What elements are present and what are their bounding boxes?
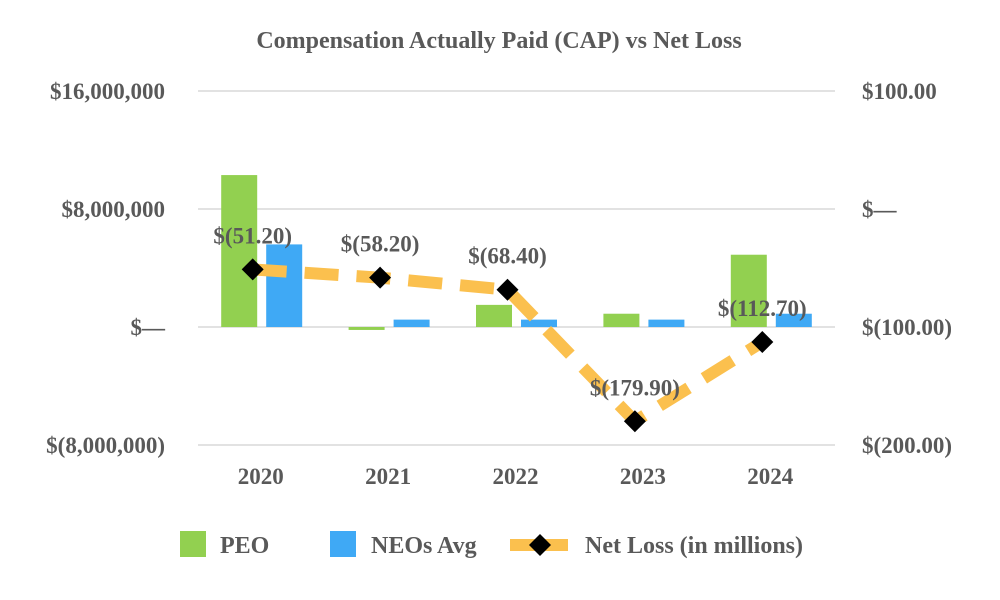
bar-neos-avg-2024	[775, 313, 812, 327]
net-loss-data-label: $(112.70)	[718, 296, 807, 321]
x-axis: 2020 2021 2022 2023 2024	[238, 464, 794, 489]
x-tick-label: 2020	[238, 464, 284, 489]
gridlines	[198, 90, 835, 446]
bar-neos-avg-2021	[393, 319, 430, 327]
legend-marker-net-loss-in-millions-	[529, 534, 551, 556]
legend-label-net-loss-in-millions-: Net Loss (in millions)	[585, 533, 803, 559]
x-tick-label: 2022	[493, 464, 539, 489]
bar-peo-2022	[476, 304, 512, 327]
net-loss-data-label: $(179.90)	[590, 375, 680, 400]
y-tick-label-right: $—	[862, 197, 898, 222]
net-loss-marker-2023	[623, 410, 646, 433]
y-tick-label-left: $16,000,000	[50, 79, 165, 104]
bar-peo-2023	[603, 313, 640, 327]
net-loss-data-label: $(68.40)	[468, 244, 547, 269]
data-labels: $(51.20) $(58.20) $(68.40) $(179.90) $(112.7…	[213, 223, 806, 400]
x-tick-label: 2021	[365, 464, 411, 489]
legend-swatch-peo	[180, 531, 206, 557]
bars	[221, 175, 812, 330]
bar-neos-avg-2020	[266, 244, 303, 327]
legend-label-neos-avg: NEOs Avg	[371, 533, 477, 559]
y-tick-label-left: $8,000,000	[62, 197, 166, 222]
net-loss-data-label: $(51.20)	[213, 223, 292, 248]
net-loss-marker-2020	[241, 258, 264, 281]
net-loss-line-path	[252, 263, 766, 428]
legend-label-peo: PEO	[220, 533, 269, 559]
bar-peo-2021	[348, 327, 385, 330]
legend: PEO NEOs Avg Net Loss (in millions)	[180, 531, 803, 559]
y-axis-right: $100.00 $— $(100.00) $(200.00)	[862, 79, 952, 458]
bar-peo-2020	[221, 175, 258, 327]
net-loss-data-label: $(58.20)	[341, 232, 420, 257]
y-tick-label-right: $(200.00)	[862, 433, 952, 458]
y-tick-label-left: $—	[131, 315, 167, 340]
y-tick-label-right: $100.00	[862, 79, 937, 104]
net-loss-marker-2021	[369, 266, 392, 289]
y-tick-label-right: $(100.00)	[862, 315, 952, 340]
net-loss-line	[241, 258, 774, 433]
x-tick-label: 2023	[620, 464, 666, 489]
y-tick-label-left: $(8,000,000)	[46, 433, 165, 458]
legend-swatch-neos-avg	[330, 531, 356, 557]
y-axis-left: $16,000,000 $8,000,000 $— $(8,000,000)	[46, 79, 166, 458]
chart-title: Compensation Actually Paid (CAP) vs Net …	[256, 28, 741, 54]
net-loss-marker-2022	[496, 278, 519, 301]
bar-neos-avg-2023	[648, 319, 685, 327]
bar-peo-2024	[730, 254, 767, 327]
x-tick-label: 2024	[747, 464, 794, 489]
net-loss-marker-2024	[751, 330, 774, 353]
bar-neos-avg-2022	[521, 319, 557, 327]
